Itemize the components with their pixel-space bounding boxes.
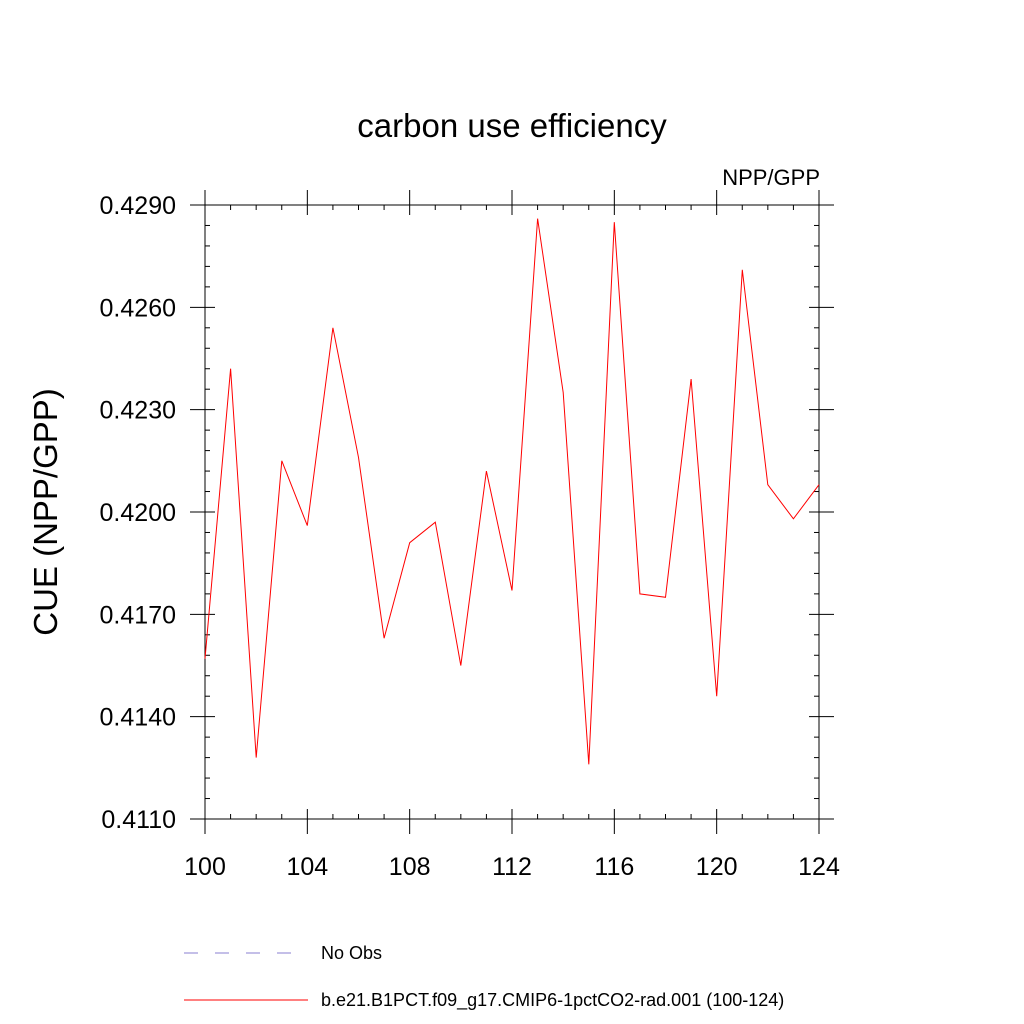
x-tick-label: 104 [286,853,328,881]
x-tick-label: 120 [696,853,738,881]
y-axis-label: CUE (NPP/GPP) [27,388,64,636]
y-tick-label: 0.4290 [100,192,176,220]
legend-label: b.e21.B1PCT.f09_g17.CMIP6-1pctCO2-rad.00… [321,990,784,1011]
series-line [204,218,820,765]
y-tick-label: 0.4140 [100,704,176,732]
x-tick-label: 100 [184,853,226,881]
x-tick-label: 108 [389,853,431,881]
axis-ticks [190,190,834,834]
legend: No Obs b.e21.B1PCT.f09_g17.CMIP6-1pctCO2-… [184,943,784,1011]
y-tick-label: 0.4170 [100,601,176,629]
x-tick-label: 112 [492,853,532,881]
plot-frame [204,204,820,820]
y-tick-label: 0.4110 [101,806,176,834]
y-tick-label: 0.4230 [100,397,176,425]
chart-title: carbon use efficiency [357,107,667,144]
axis-tick-labels: 100 104 108 112 116 120 124 0.4110 0.4140 0.4170 0… [100,192,840,881]
y-tick-label: 0.4260 [100,294,176,322]
chart-subtitle: NPP/GPP [722,165,820,190]
legend-label: No Obs [321,943,382,963]
x-tick-label: 124 [798,853,840,881]
series-layer [204,218,820,765]
y-tick-label: 0.4200 [100,499,176,527]
x-tick-label: 116 [594,853,634,881]
